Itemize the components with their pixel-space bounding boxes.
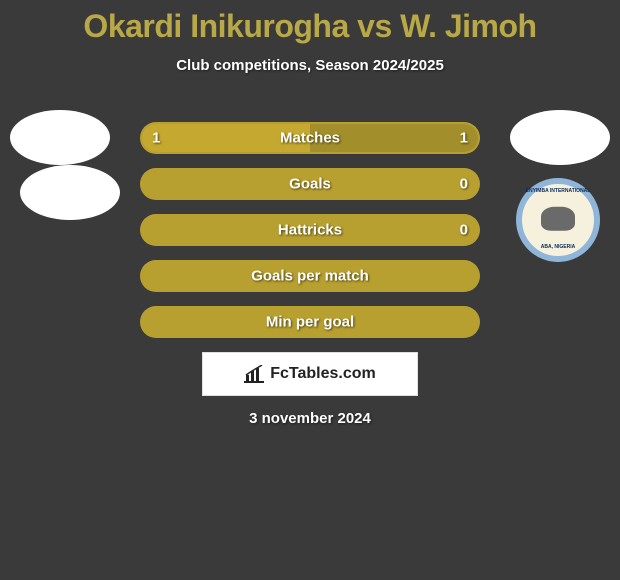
club-badge-right: ENYIMBA INTERNATIONAL ABA, NIGERIA <box>516 178 600 262</box>
subtitle: Club competitions, Season 2024/2025 <box>0 57 620 74</box>
bar-row: Min per goal <box>140 306 480 338</box>
bar-value-right: 1 <box>460 130 468 147</box>
badge-text-bottom: ABA, NIGERIA <box>541 244 575 250</box>
bar-label: Goals per match <box>251 268 369 285</box>
bar-value-right: 0 <box>460 222 468 239</box>
comparison-bars: Matches 1 1 Goals 0 Hattricks 0 Goals per match… <box>140 122 480 352</box>
club-badge-left <box>20 165 120 220</box>
elephant-icon <box>541 207 575 231</box>
date-text: 3 november 2024 <box>249 410 371 427</box>
bar-row: Goals per match <box>140 260 480 292</box>
bar-label: Goals <box>289 176 331 193</box>
bar-label: Min per goal <box>266 314 354 331</box>
bar-row: Matches 1 1 <box>140 122 480 154</box>
badge-text-top: ENYIMBA INTERNATIONAL <box>526 188 591 194</box>
bars-chart-icon <box>244 365 264 383</box>
bar-value-left: 1 <box>152 130 160 147</box>
source-logo: FcTables.com <box>202 352 418 396</box>
bar-label: Matches <box>280 130 340 147</box>
page-title: Okardi Inikurogha vs W. Jimoh <box>0 0 620 45</box>
player-avatar-right <box>510 110 610 165</box>
bar-label: Hattricks <box>278 222 342 239</box>
bar-row: Goals 0 <box>140 168 480 200</box>
logo-text: FcTables.com <box>270 365 376 383</box>
player-avatar-left <box>10 110 110 165</box>
bar-value-right: 0 <box>460 176 468 193</box>
bar-row: Hattricks 0 <box>140 214 480 246</box>
